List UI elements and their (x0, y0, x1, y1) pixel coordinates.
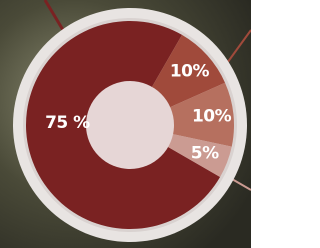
data-label: 75 % (45, 113, 90, 133)
page: 75 %10%10%5% (() => { const data = JSON.… (0, 0, 251, 248)
data-label: 5% (191, 144, 219, 164)
chart: 75 % 10% 10% 5% (0, 0, 251, 248)
data-label: 10% (192, 106, 232, 126)
data-label: 10% (170, 61, 210, 81)
donut-hole (86, 81, 174, 169)
